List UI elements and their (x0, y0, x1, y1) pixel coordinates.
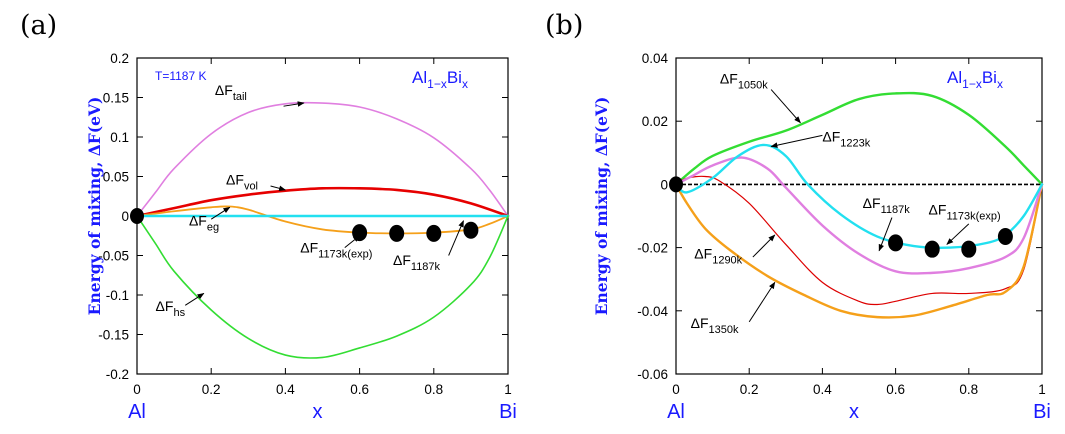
left-element-label: Al (667, 401, 685, 423)
annotation-label: ΔFeg (189, 212, 219, 233)
y-tick-label: -0.2 (106, 367, 129, 382)
panel-a: (a) 0.2 0.15 0.1 0.05 0 -0.05 -0.1 -0.15 -0.2 0 0.2… (20, 10, 517, 423)
annotation-label: ΔF1050k (720, 70, 768, 91)
annotation-arrow (878, 217, 893, 252)
y-axis-label: Energy of mixing, ΔF(eV) (592, 97, 611, 316)
annotation-arrow (270, 185, 287, 192)
left-element-label: Al (128, 401, 146, 423)
annotation-label: ΔF1290k (694, 246, 742, 267)
y-tick-label: -0.06 (637, 367, 668, 382)
annotation-label: ΔFvol (226, 171, 258, 192)
right-element-label: Bi (1033, 401, 1051, 423)
x-tick-label: 0.2 (202, 382, 221, 397)
series-line-df-1290k (675, 175, 1043, 306)
experimental-point (924, 240, 940, 258)
series-line-df-tail (136, 101, 509, 217)
annotation-arrow (448, 220, 464, 256)
x-tick-label: 0.6 (350, 382, 369, 397)
experimental-point (961, 240, 977, 258)
annotation-arrow (184, 292, 205, 306)
right-element-label: Bi (499, 401, 517, 423)
panel-b: (b) 0.04 0.02 0 -0.02 -0.04 -0.06 0 0.2 0.4 0.6 0.8… (545, 10, 1051, 423)
system-label: Al1−xBix (947, 68, 1003, 91)
annotation-arrow (752, 234, 776, 258)
y-tick-label: 0.02 (642, 114, 668, 129)
annotation-arrow (748, 281, 776, 323)
x-tick-label: 0.8 (959, 382, 978, 397)
y-tick-label: -0.15 (98, 328, 129, 343)
series-line-df-1187k (674, 156, 1044, 275)
annotation-label: ΔFtail (215, 82, 247, 103)
x-axis-label: x (313, 401, 323, 423)
annotation-label: ΔF1173k(exp) (929, 201, 1001, 222)
series-line-df-1050k (674, 91, 1044, 186)
y-tick-label: 0 (660, 177, 668, 192)
y-tick-label: -0.05 (98, 249, 129, 264)
experimental-point (888, 234, 904, 252)
y-tick-label: 0 (121, 209, 129, 224)
annotation-label: ΔF1350k (691, 315, 739, 336)
x-tick-label: 0.6 (886, 382, 905, 397)
origin-point (669, 176, 683, 193)
annotation-label: ΔF1187k (863, 195, 911, 216)
annotation-arrow (210, 206, 231, 220)
y-tick-label: -0.04 (637, 304, 668, 319)
y-tick-label: 0.05 (103, 170, 129, 185)
x-tick-label: 1 (1038, 382, 1046, 397)
y-tick-label: 0.04 (642, 51, 669, 66)
y-tick-label: 0.15 (103, 91, 129, 106)
experimental-point (997, 228, 1013, 246)
series-line-df-1350k (674, 183, 1044, 319)
plot-frame (675, 57, 1043, 375)
annotation-arrow (344, 235, 361, 248)
temperature-note: T=1187 K (155, 69, 206, 83)
annotation-label: ΔF1173k(exp) (300, 239, 372, 260)
series-line-df-hs (136, 215, 509, 359)
annotation-arrow (770, 89, 801, 124)
annotation-arrow (283, 101, 305, 107)
y-tick-label: -0.1 (106, 288, 129, 303)
annotation-label: ΔF1187k (393, 252, 441, 273)
system-label: Al1−xBix (412, 68, 468, 91)
x-tick-label: 0 (672, 382, 680, 397)
annotation-arrow (946, 223, 970, 245)
panel-label: (a) (20, 10, 57, 41)
x-tick-label: 0.4 (813, 382, 832, 397)
annotation-arrow (770, 134, 823, 148)
series-line-df-vol (135, 186, 510, 218)
y-tick-label: 0.1 (110, 130, 129, 145)
x-tick-label: 0.2 (740, 382, 759, 397)
experimental-point (463, 221, 479, 239)
y-tick-label: 0.2 (110, 51, 129, 66)
experimental-point (426, 224, 442, 242)
y-tick-label: -0.02 (637, 241, 668, 256)
experimental-point (389, 224, 405, 242)
series-line-df-1223k (674, 143, 1044, 250)
x-tick-label: 1 (504, 382, 512, 397)
experimental-point (352, 224, 368, 242)
y-axis-label: Energy of mixing, ΔF(eV) (85, 97, 104, 316)
x-axis-label: x (849, 401, 859, 423)
experimental-points (352, 221, 479, 242)
x-tick-label: 0.4 (276, 382, 295, 397)
panel-label: (b) (545, 10, 583, 41)
origin-point (130, 208, 144, 224)
experimental-points (888, 228, 1013, 258)
annotation-label: ΔF1223k (822, 129, 870, 150)
annotation-label: ΔFhs (156, 298, 186, 319)
x-tick-label: 0 (133, 382, 141, 397)
x-tick-label: 0.8 (424, 382, 443, 397)
